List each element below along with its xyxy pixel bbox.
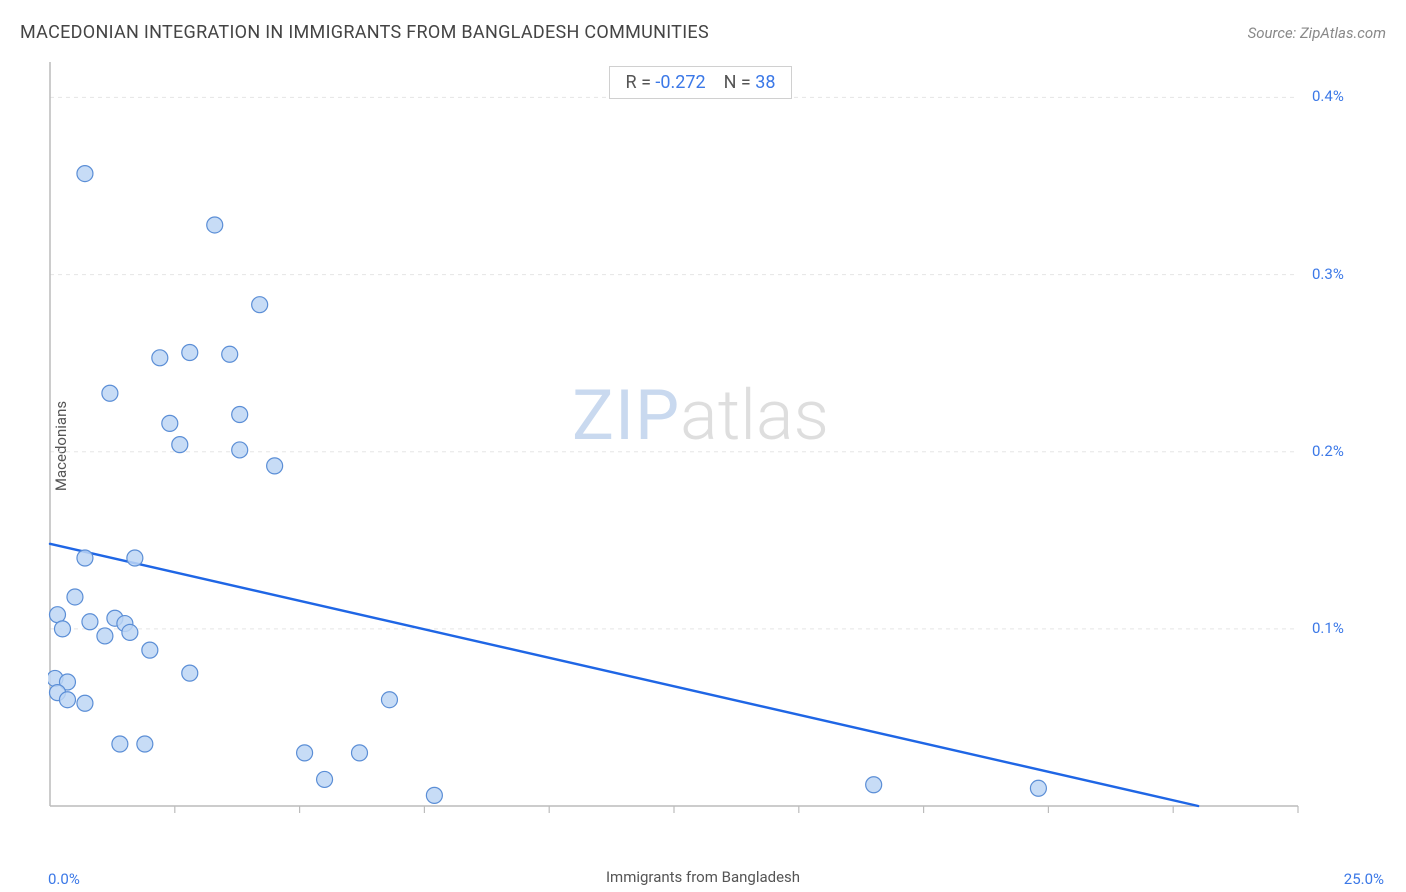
source-attribution: Source: ZipAtlas.com — [1248, 24, 1386, 42]
y-tick-label: 0.2% — [1312, 442, 1344, 460]
r-value: -0.272 — [655, 72, 705, 93]
n-stat: N = 38 — [724, 72, 776, 93]
y-tick-label: 0.4% — [1312, 87, 1344, 105]
page-title: MACEDONIAN INTEGRATION IN IMMIGRANTS FRO… — [20, 22, 709, 43]
n-label: N = — [724, 72, 751, 93]
n-value: 38 — [755, 72, 775, 93]
scatter-plot — [48, 58, 1353, 836]
r-stat: R = -0.272 — [626, 72, 706, 93]
r-label: R = — [626, 72, 651, 93]
stats-box: R = -0.272 N = 38 — [609, 66, 793, 99]
y-tick-label: 0.3% — [1312, 265, 1344, 283]
header: MACEDONIAN INTEGRATION IN IMMIGRANTS FRO… — [20, 22, 1386, 43]
x-axis-max: 25.0% — [1344, 870, 1384, 888]
x-axis-min: 0.0% — [48, 870, 80, 888]
x-axis-label: Immigrants from Bangladesh — [606, 868, 800, 886]
chart-area: ZIPatlas R = -0.272 N = 38 — [48, 58, 1353, 836]
y-tick-label: 0.1% — [1312, 619, 1344, 637]
